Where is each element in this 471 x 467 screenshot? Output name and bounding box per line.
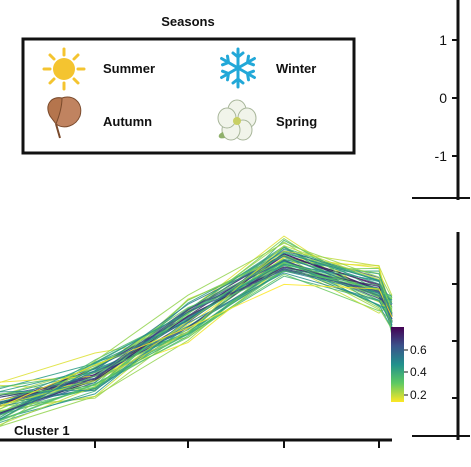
colorbar-tick-label: 0.6 <box>410 343 427 357</box>
series-line <box>0 252 393 420</box>
series-line <box>0 264 393 416</box>
legend: Seasons Summer <box>21 14 356 155</box>
y-tick-label: 1 <box>439 32 447 48</box>
y-tick-label: 0 <box>439 90 447 106</box>
series-line <box>0 283 393 408</box>
series-line <box>0 259 393 404</box>
series-line <box>0 269 393 415</box>
colorbar-tick-label: 0.4 <box>410 365 427 379</box>
series-line <box>0 255 393 416</box>
colorbar-gradient <box>391 327 404 402</box>
series-line <box>0 261 393 395</box>
colorbar-tick-label: 0.2 <box>410 388 427 402</box>
legend-box <box>21 37 356 155</box>
legend-label-spring: Spring <box>276 114 317 129</box>
colorbar: 0.6 0.4 0.2 <box>391 327 427 402</box>
legend-title: Seasons <box>161 14 214 29</box>
cluster-panel: Cluster 1 <box>0 235 393 448</box>
series-line <box>0 260 393 420</box>
legend-label-autumn: Autumn <box>103 114 152 129</box>
cluster-lines <box>0 235 393 427</box>
top-right-axis: 1 0 -1 <box>412 0 470 200</box>
flower-icon <box>217 99 257 141</box>
bottom-right-axis <box>412 232 470 440</box>
series-line <box>0 245 393 423</box>
snowflake-icon <box>220 47 256 89</box>
y-tick-label: -1 <box>435 148 448 164</box>
series-line <box>0 237 393 421</box>
sun-icon <box>42 47 86 91</box>
autumn-leaf-icon <box>47 96 82 139</box>
cluster-label: Cluster 1 <box>14 423 70 438</box>
legend-label-summer: Summer <box>103 61 155 76</box>
legend-label-winter: Winter <box>276 61 316 76</box>
